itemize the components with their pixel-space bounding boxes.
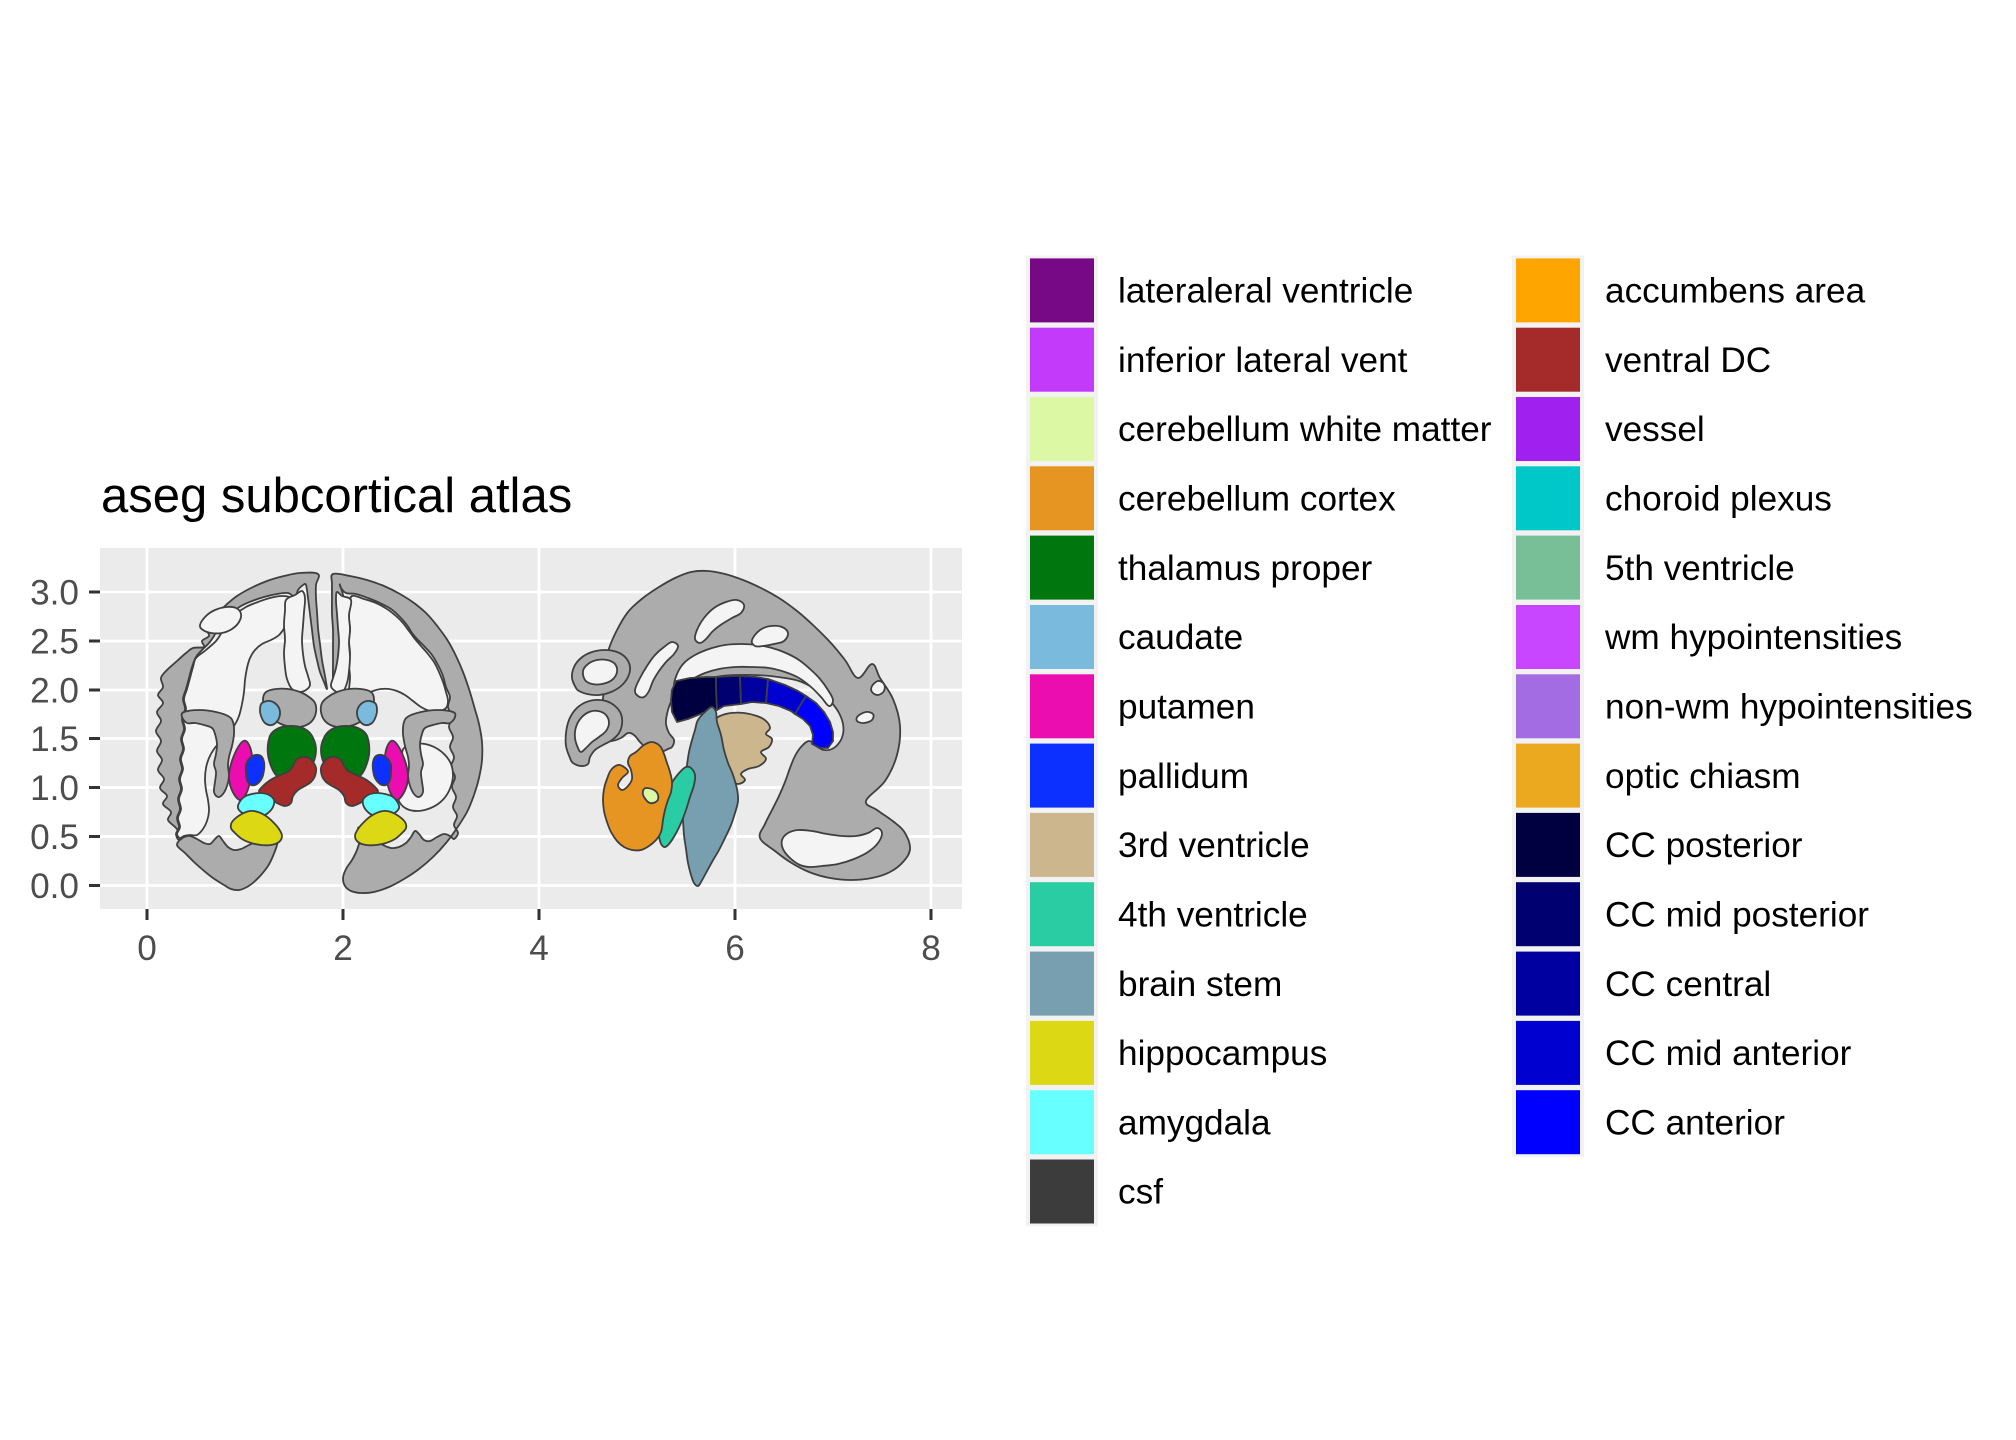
- svg-text:0: 0: [137, 929, 157, 968]
- svg-text:CC central: CC central: [1605, 965, 1771, 1004]
- svg-text:lateraleral ventricle: lateraleral ventricle: [1118, 272, 1413, 311]
- svg-text:csf: csf: [1118, 1173, 1163, 1212]
- svg-text:5th ventricle: 5th ventricle: [1605, 549, 1795, 588]
- svg-text:inferior lateral vent: inferior lateral vent: [1118, 341, 1408, 380]
- svg-text:putamen: putamen: [1118, 688, 1255, 727]
- svg-text:6: 6: [725, 929, 745, 968]
- svg-text:1.5: 1.5: [30, 720, 79, 759]
- svg-text:accumbens area: accumbens area: [1605, 272, 1866, 311]
- svg-text:2: 2: [333, 929, 353, 968]
- svg-text:0.0: 0.0: [30, 867, 79, 906]
- svg-text:thalamus proper: thalamus proper: [1118, 549, 1373, 588]
- svg-text:brain stem: brain stem: [1118, 965, 1282, 1004]
- svg-text:vessel: vessel: [1605, 410, 1705, 449]
- svg-text:4th ventricle: 4th ventricle: [1118, 895, 1308, 934]
- svg-text:CC mid posterior: CC mid posterior: [1605, 895, 1869, 934]
- svg-text:2.5: 2.5: [30, 622, 79, 661]
- svg-text:3rd ventricle: 3rd ventricle: [1118, 826, 1310, 865]
- svg-text:cerebellum cortex: cerebellum cortex: [1118, 480, 1396, 519]
- svg-text:CC mid anterior: CC mid anterior: [1605, 1034, 1852, 1073]
- svg-text:cerebellum white matter: cerebellum white matter: [1118, 410, 1492, 449]
- svg-text:8: 8: [921, 929, 941, 968]
- svg-text:amygdala: amygdala: [1118, 1103, 1271, 1142]
- svg-text:CC anterior: CC anterior: [1605, 1103, 1785, 1142]
- svg-text:0.5: 0.5: [30, 818, 79, 857]
- svg-text:ventral DC: ventral DC: [1605, 341, 1771, 380]
- svg-text:aseg subcortical atlas: aseg subcortical atlas: [101, 469, 572, 523]
- svg-text:choroid plexus: choroid plexus: [1605, 480, 1832, 519]
- svg-text:1.0: 1.0: [30, 769, 79, 808]
- svg-text:wm hypointensities: wm hypointensities: [1604, 618, 1902, 657]
- svg-text:4: 4: [529, 929, 549, 968]
- svg-text:hippocampus: hippocampus: [1118, 1034, 1327, 1073]
- svg-text:2.0: 2.0: [30, 671, 79, 710]
- svg-text:optic chiasm: optic chiasm: [1605, 757, 1801, 796]
- svg-text:non-wm hypointensities: non-wm hypointensities: [1605, 688, 1973, 727]
- svg-text:caudate: caudate: [1118, 618, 1243, 657]
- svg-text:3.0: 3.0: [30, 573, 79, 612]
- svg-text:CC posterior: CC posterior: [1605, 826, 1803, 865]
- svg-text:pallidum: pallidum: [1118, 757, 1249, 796]
